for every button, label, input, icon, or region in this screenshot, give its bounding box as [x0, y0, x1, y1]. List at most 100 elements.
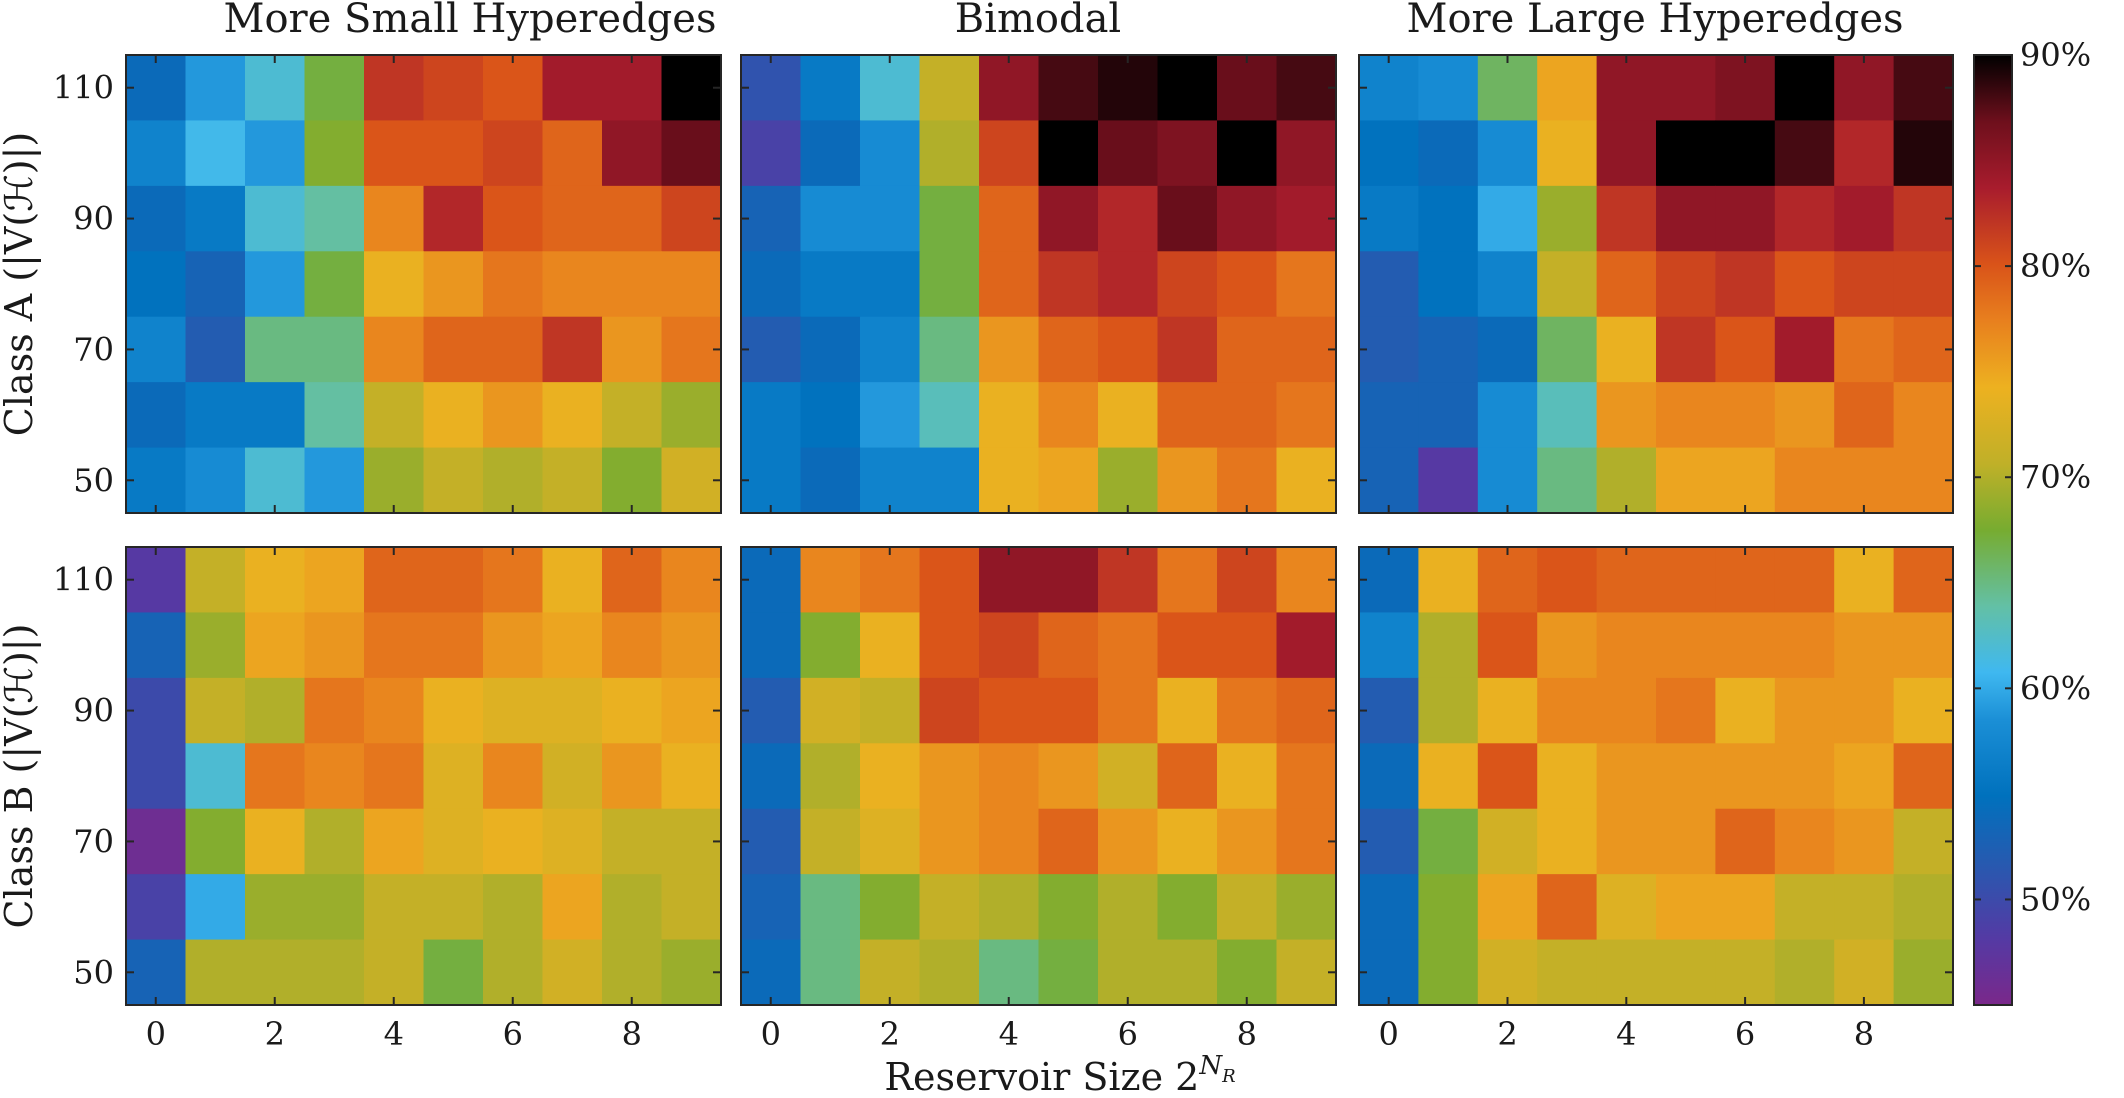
y-tick-label: 90: [73, 692, 114, 730]
x-tick-label: 6: [1118, 1015, 1138, 1053]
heatmap-cell: [1359, 55, 1419, 122]
heatmap-cell: [1477, 55, 1538, 122]
heatmap-cell: [1537, 55, 1598, 122]
heatmap-cell: [979, 382, 1040, 449]
heatmap-cell: [126, 547, 187, 614]
heatmap-cell: [126, 185, 187, 252]
heatmap-cell: [1537, 612, 1598, 679]
heatmap-cell: [741, 382, 802, 449]
heatmap-cell: [185, 547, 246, 614]
panel-a-bimodal: [740, 54, 1337, 514]
heatmap-cell: [423, 547, 484, 614]
heatmap-cell: [245, 939, 306, 1006]
heatmap-cell: [1477, 808, 1538, 875]
heatmap-cell: [1715, 808, 1776, 875]
heatmap-cell: [1893, 185, 1954, 252]
heatmap-cell: [245, 185, 306, 252]
heatmap-cell: [661, 939, 722, 1006]
heatmap-cell: [304, 382, 365, 449]
heatmap-cell: [1774, 612, 1835, 679]
heatmap-cell: [1596, 382, 1657, 449]
x-tick-label: 2: [1497, 1015, 1517, 1053]
heatmap-cell: [602, 939, 663, 1006]
heatmap-cell: [1418, 939, 1479, 1006]
heatmap-cell: [602, 382, 663, 449]
heatmap-cell: [661, 382, 722, 449]
heatmap-cell: [1038, 547, 1099, 614]
heatmap-cell: [542, 808, 603, 875]
heatmap-cell: [1038, 939, 1099, 1006]
heatmap-cell: [1893, 316, 1954, 383]
heatmap-cell: [1656, 677, 1716, 744]
heatmap-cell: [304, 185, 365, 252]
heatmap-cell: [741, 874, 802, 941]
heatmap-cell: [979, 677, 1040, 744]
heatmap-cell: [979, 874, 1040, 941]
heatmap-cell: [1098, 939, 1159, 1006]
heatmap-cell: [185, 939, 246, 1006]
heatmap-cell: [1276, 316, 1337, 383]
heatmap-cell: [1774, 316, 1835, 383]
x-tick-label: 6: [503, 1015, 523, 1053]
heatmap-cell: [304, 316, 365, 383]
heatmap-cell: [1157, 677, 1218, 744]
heatmap-cell: [919, 447, 980, 514]
heatmap-cell: [1893, 55, 1954, 122]
heatmap-cell: [919, 939, 980, 1006]
heatmap-cell: [1217, 120, 1278, 187]
heatmap-cell: [126, 939, 187, 1006]
heatmap-cell: [364, 874, 425, 941]
heatmap-cell: [741, 251, 802, 318]
x-tick-label: 0: [1379, 1015, 1399, 1053]
heatmap-cell: [126, 382, 187, 449]
heatmap-cell: [1477, 874, 1538, 941]
heatmap-cell: [1157, 808, 1218, 875]
heatmap-cell: [800, 874, 861, 941]
heatmap-cell: [800, 612, 861, 679]
panel-frame: [740, 54, 1337, 514]
heatmap-cell: [1038, 743, 1099, 810]
heatmap-cell: [185, 612, 246, 679]
heatmap-cell: [1038, 382, 1099, 449]
heatmap-cell: [661, 120, 722, 187]
heatmap-cell: [1276, 447, 1337, 514]
heatmap-cell: [1715, 874, 1776, 941]
heatmap-cell: [1834, 547, 1895, 614]
heatmap-cell: [1656, 547, 1716, 614]
heatmap-cell: [602, 808, 663, 875]
heatmap-cell: [661, 316, 722, 383]
heatmap-cell: [1477, 939, 1538, 1006]
y-tick-label: 110: [53, 69, 114, 107]
heatmap-cell: [1715, 447, 1776, 514]
heatmap-cell: [602, 743, 663, 810]
heatmap-cell: [364, 677, 425, 744]
heatmap-cell: [1038, 120, 1099, 187]
heatmap-cell: [1656, 185, 1716, 252]
x-tick-label: 0: [146, 1015, 166, 1053]
heatmap-cell: [919, 382, 980, 449]
heatmap-cell: [1596, 547, 1657, 614]
heatmap-cell: [800, 316, 861, 383]
heatmap-cell: [542, 547, 603, 614]
heatmap-cell: [1418, 808, 1479, 875]
heatmap-cell: [423, 120, 484, 187]
heatmap-cell: [1418, 382, 1479, 449]
heatmap-cell: [364, 185, 425, 252]
heatmap-cell: [1217, 382, 1278, 449]
heatmap-cell: [304, 808, 365, 875]
heatmap-cell: [1596, 447, 1657, 514]
heatmap-cell: [1834, 447, 1895, 514]
heatmap-cell: [860, 316, 921, 383]
heatmap-cell: [602, 677, 663, 744]
heatmap-cell: [741, 185, 802, 252]
row-label-class-b: Class B (|V(ℋ)|): [0, 624, 41, 929]
heatmap-cell: [1217, 547, 1278, 614]
heatmap-cell: [860, 874, 921, 941]
column-title-small: More Small Hyperedges: [224, 0, 717, 42]
heatmap-cell: [1893, 939, 1954, 1006]
heatmap-cell: [483, 185, 544, 252]
heatmap-cell: [979, 612, 1040, 679]
heatmap-cell: [1893, 120, 1954, 187]
heatmap-cell: [1893, 612, 1954, 679]
heatmap-cell: [1157, 55, 1218, 122]
